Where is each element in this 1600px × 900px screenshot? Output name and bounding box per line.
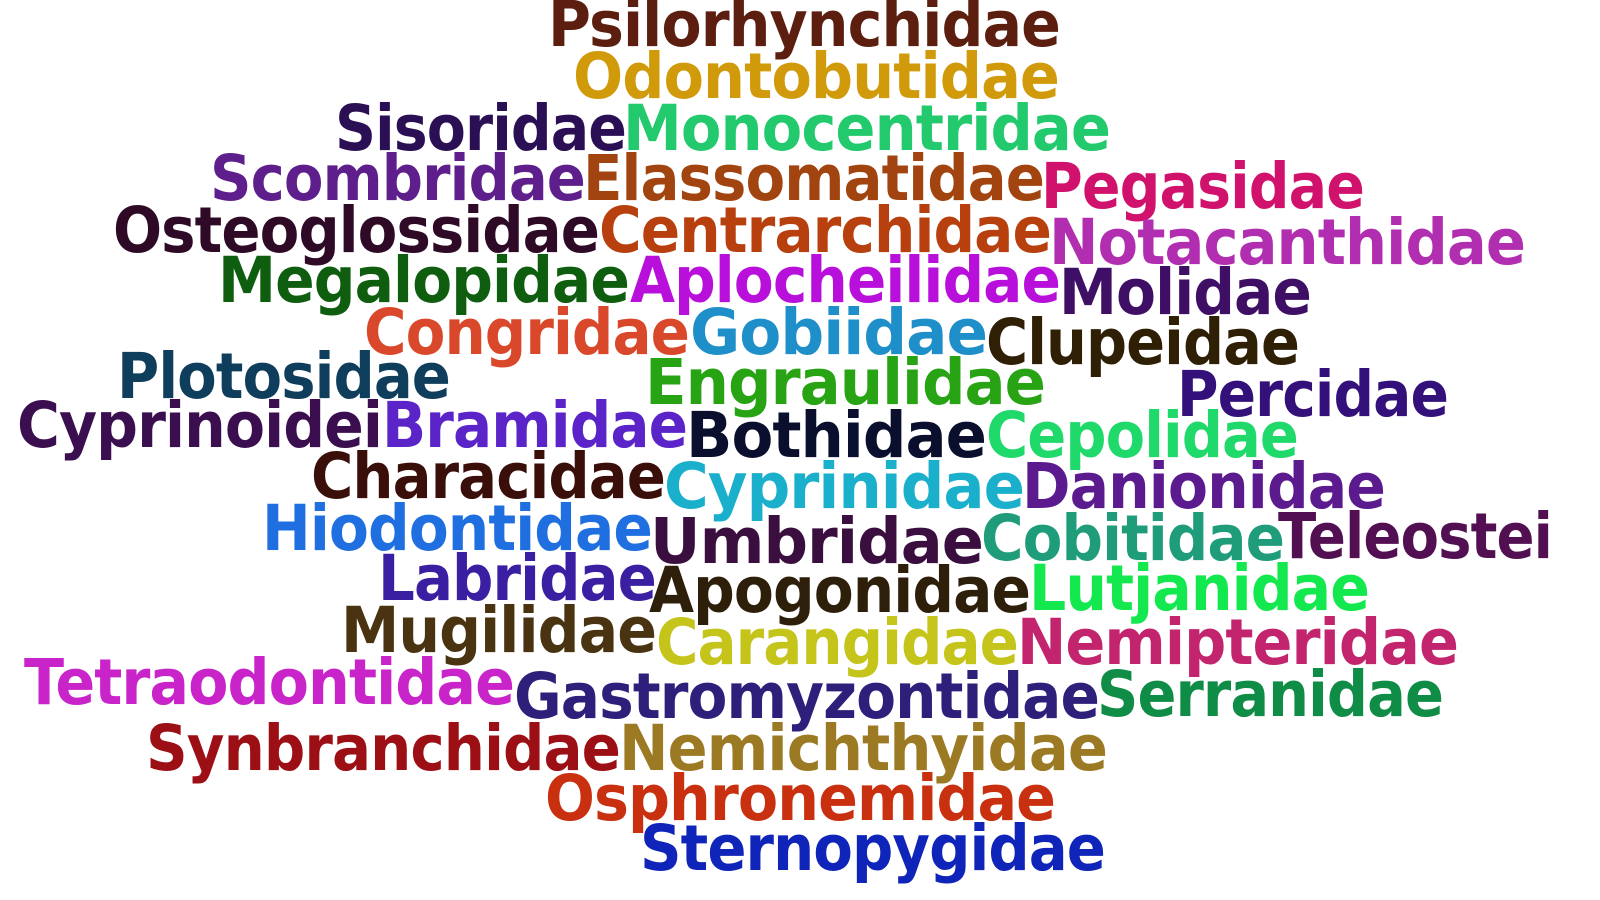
word-danionidae: Danionidae bbox=[1022, 450, 1386, 524]
word-cyprinidae: Cyprinidae bbox=[664, 450, 1025, 524]
word-labridae: Labridae bbox=[378, 542, 657, 616]
word-centrarchidae: Centrarchidae bbox=[599, 194, 1052, 268]
word-osphronemidae: Osphronemidae bbox=[545, 762, 1056, 836]
word-lutjanidae: Lutjanidae bbox=[1029, 552, 1370, 626]
word-bramidae: Bramidae bbox=[382, 389, 688, 463]
word-cyprinoidei: Cyprinoidei bbox=[17, 389, 383, 463]
word-congridae: Congridae bbox=[364, 296, 690, 370]
word-psilorhynchidae: Psilorhynchidae bbox=[548, 0, 1061, 62]
word-osteoglossidae: Osteoglossidae bbox=[113, 194, 600, 268]
word-odontobutidae: Odontobutidae bbox=[573, 40, 1060, 114]
word-elassomatidae: Elassomatidae bbox=[583, 142, 1045, 216]
word-characidae: Characidae bbox=[311, 440, 666, 514]
word-scombridae: Scombridae bbox=[210, 142, 586, 216]
word-tetraodontidae: Tetraodontidae bbox=[24, 646, 515, 720]
word-umbridae: Umbridae bbox=[650, 505, 984, 579]
word-engraulidae: Engraulidae bbox=[645, 346, 1046, 420]
word-nemipteridae: Nemipteridae bbox=[1017, 606, 1459, 680]
word-aplocheilidae: Aplocheilidae bbox=[630, 244, 1061, 318]
word-nemichthyidae: Nemichthyidae bbox=[619, 712, 1108, 786]
word-apogonidae: Apogonidae bbox=[649, 554, 1031, 628]
word-pegasidae: Pegasidae bbox=[1041, 150, 1365, 224]
word-megalopidae: Megalopidae bbox=[218, 244, 630, 318]
word-molidae: Molidae bbox=[1059, 256, 1312, 330]
word-mugilidae: Mugilidae bbox=[341, 594, 657, 668]
word-clupeidae: Clupeidae bbox=[986, 306, 1300, 380]
word-serranidae: Serranidae bbox=[1097, 658, 1444, 732]
word-gastromyzontidae: Gastromyzontidae bbox=[514, 660, 1100, 734]
word-cobitidae: Cobitidae bbox=[981, 502, 1285, 576]
word-percidae: Percidae bbox=[1177, 358, 1449, 432]
word-gobiidae: Gobiidae bbox=[690, 296, 988, 370]
word-hiodontidae: Hiodontidae bbox=[262, 492, 653, 566]
word-bothidae: Bothidae bbox=[686, 399, 987, 473]
word-plotosidae: Plotosidae bbox=[117, 340, 451, 414]
word-carangidae: Carangidae bbox=[656, 606, 1019, 680]
word-cepolidae: Cepolidae bbox=[986, 399, 1299, 473]
word-teleostei: Teleostei bbox=[1278, 500, 1553, 574]
word-sternopygidae: Sternopygidae bbox=[640, 812, 1106, 886]
word-sisoridae: Sisoridae bbox=[335, 92, 627, 166]
word-monocentridae: Monocentridae bbox=[623, 92, 1111, 166]
word-synbranchidae: Synbranchidae bbox=[146, 712, 621, 786]
word-notacanthidae: Notacanthidae bbox=[1049, 206, 1526, 280]
